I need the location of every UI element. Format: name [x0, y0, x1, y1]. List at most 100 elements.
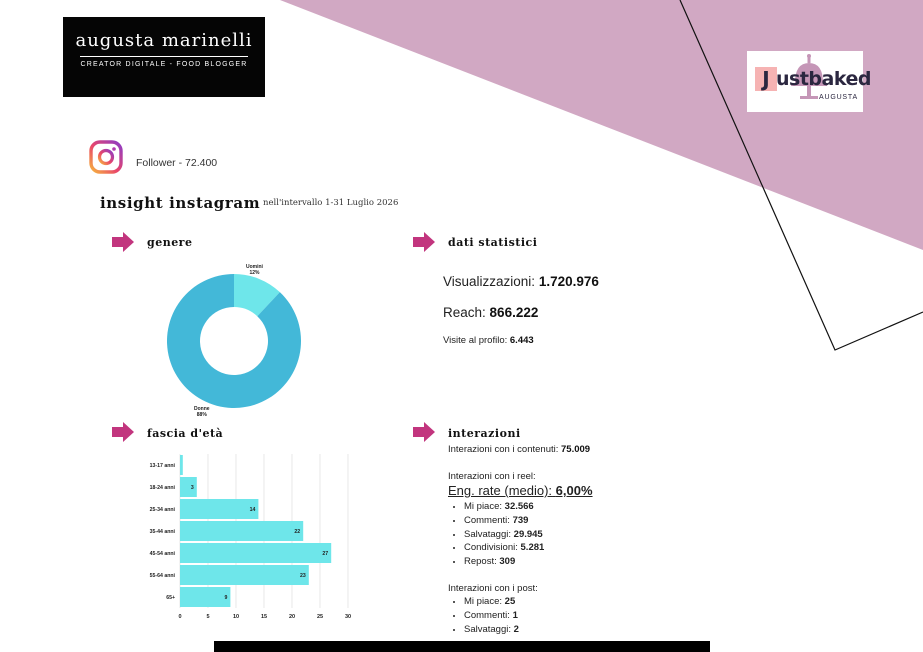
- justbaked-logo: J ustbaked AUGUSTA: [747, 51, 871, 112]
- logo-letter-j: J: [755, 67, 777, 91]
- interazioni-reel-label: Interazioni con i reel:: [448, 471, 536, 482]
- visits-value: 6.443: [509, 335, 534, 346]
- list-item: Condivisioni: 5.281: [464, 541, 544, 555]
- x-tick-label: 20: [289, 614, 295, 620]
- eng-value: 6,00%: [555, 483, 593, 498]
- content-value: 75.009: [561, 444, 591, 455]
- arrow-right-icon: [112, 422, 134, 442]
- category-label: 55-64 anni: [150, 573, 176, 579]
- logo-wordmark: ustbaked: [776, 68, 871, 90]
- bar: [180, 521, 304, 541]
- views-label: Visualizzazioni:: [443, 274, 536, 289]
- reel-stats-list: Mi piace: 32.566 Commenti: 739 Salvatagg…: [448, 500, 544, 569]
- interazioni-post-label: Interazioni con i post:: [448, 583, 538, 594]
- arrow-right-icon: [112, 232, 134, 252]
- item-value: 32.566: [504, 501, 534, 512]
- item-label: Commenti:: [464, 609, 510, 621]
- item-value: 29.945: [513, 528, 543, 540]
- section-interazioni: interazioni: [448, 427, 521, 440]
- uomini-pct: 12%: [249, 270, 260, 276]
- stat-visualizzazioni: Visualizzazioni: 1.720.976: [443, 274, 599, 289]
- insight-title: insight instagram: [100, 194, 261, 212]
- list-item: Repost: 309: [464, 555, 544, 569]
- x-tick-label: 0: [178, 614, 181, 620]
- item-label: Mi piace:: [464, 596, 503, 607]
- list-item: Salvataggi: 2: [464, 623, 519, 637]
- reach-value: 866.222: [489, 305, 539, 320]
- x-tick-label: 5: [206, 614, 209, 620]
- list-item: Salvataggi: 29.945: [464, 528, 544, 542]
- x-tick-label: 30: [345, 614, 351, 620]
- creator-name: augusta marinelli: [75, 30, 253, 51]
- bar: [180, 455, 183, 475]
- stat-visite-profilo: Visite al profilo: 6.443: [443, 335, 534, 346]
- category-label: 35-44 anni: [150, 529, 176, 535]
- cake-stand-icon: [791, 54, 827, 99]
- age-bar-chart: 0 5 10 15 20 25 30 13-17 anni 18-24 anni 3 25-34 a…: [150, 454, 351, 620]
- item-value: 25: [504, 596, 516, 607]
- donne-label: Donne: [194, 406, 210, 412]
- data-label: 14: [250, 507, 256, 513]
- item-label: Condivisioni:: [464, 542, 518, 554]
- bar: [180, 587, 231, 607]
- arrow-right-icon: [413, 422, 435, 442]
- content-label: Interazioni con i contenuti:: [448, 444, 559, 455]
- section-dati-statistici: dati statistici: [448, 236, 538, 249]
- views-value: 1.720.976: [538, 274, 599, 289]
- donne-pct: 88%: [196, 412, 207, 418]
- item-label: Salvataggi:: [464, 623, 512, 635]
- list-item: Mi piace: 32.566: [464, 500, 544, 514]
- footer-bar: [214, 641, 710, 652]
- creator-subtitle: CREATOR DIGITALE - FOOD BLOGGER: [80, 61, 248, 68]
- eng-label: Eng. rate (medio):: [448, 483, 553, 498]
- data-label: 9: [225, 595, 228, 601]
- engagement-rate: Eng. rate (medio): 6,00%: [448, 483, 593, 498]
- item-label: Mi piace:: [464, 501, 503, 512]
- item-value: 2: [513, 623, 519, 635]
- category-label: 25-34 anni: [150, 507, 176, 513]
- stat-reach: Reach: 866.222: [443, 305, 538, 320]
- section-fascia-eta: fascia d'età: [147, 427, 224, 440]
- donut-slice-donne: [167, 274, 301, 408]
- data-label: 23: [300, 573, 306, 579]
- category-label: 65+: [166, 595, 175, 601]
- data-label: 3: [191, 485, 194, 491]
- visits-label: Visite al profilo:: [443, 335, 508, 346]
- data-label: 27: [322, 551, 328, 557]
- bar: [180, 543, 332, 563]
- x-tick-label: 15: [261, 614, 267, 620]
- item-value: 309: [499, 556, 516, 568]
- category-label: 18-24 anni: [150, 485, 176, 491]
- donut-label-uomini: Uomini 12%: [246, 264, 263, 276]
- instagram-icon: [89, 140, 123, 174]
- name-divider: [80, 56, 248, 57]
- bar: [180, 565, 309, 585]
- follower-count: Follower - 72.400: [136, 157, 218, 169]
- item-label: Repost:: [464, 556, 497, 568]
- creator-name-block: augusta marinelli CREATOR DIGITALE - FOO…: [63, 17, 265, 97]
- bar: [180, 499, 259, 519]
- item-label: Salvataggi:: [464, 528, 512, 540]
- reach-label: Reach:: [443, 305, 486, 320]
- section-genere: genere: [147, 236, 193, 249]
- insight-period: nell'intervallo 1-31 Luglio 2026: [263, 198, 399, 208]
- item-value: 739: [512, 514, 529, 526]
- item-label: Commenti:: [464, 514, 510, 526]
- logo-subtitle: AUGUSTA: [819, 94, 858, 101]
- donut-label-donne: Donne 88%: [194, 406, 210, 418]
- bar: [180, 477, 197, 497]
- item-value: 5.281: [520, 542, 545, 554]
- interazioni-contenuti: Interazioni con i contenuti: 75.009: [448, 444, 590, 455]
- x-tick-label: 25: [317, 614, 323, 620]
- gender-donut-chart: [167, 274, 301, 408]
- list-item: Mi piace: 25: [464, 595, 519, 609]
- post-stats-list: Mi piace: 25 Commenti: 1 Salvataggi: 2: [448, 595, 519, 636]
- list-item: Commenti: 1: [464, 609, 519, 623]
- arrow-right-icon: [413, 232, 435, 252]
- uomini-label: Uomini: [246, 264, 263, 270]
- category-label: 45-54 anni: [150, 551, 176, 557]
- donut-slice-uomini: [234, 274, 280, 317]
- list-item: Commenti: 739: [464, 514, 544, 528]
- category-label: 13-17 anni: [150, 463, 176, 469]
- item-value: 1: [512, 609, 518, 621]
